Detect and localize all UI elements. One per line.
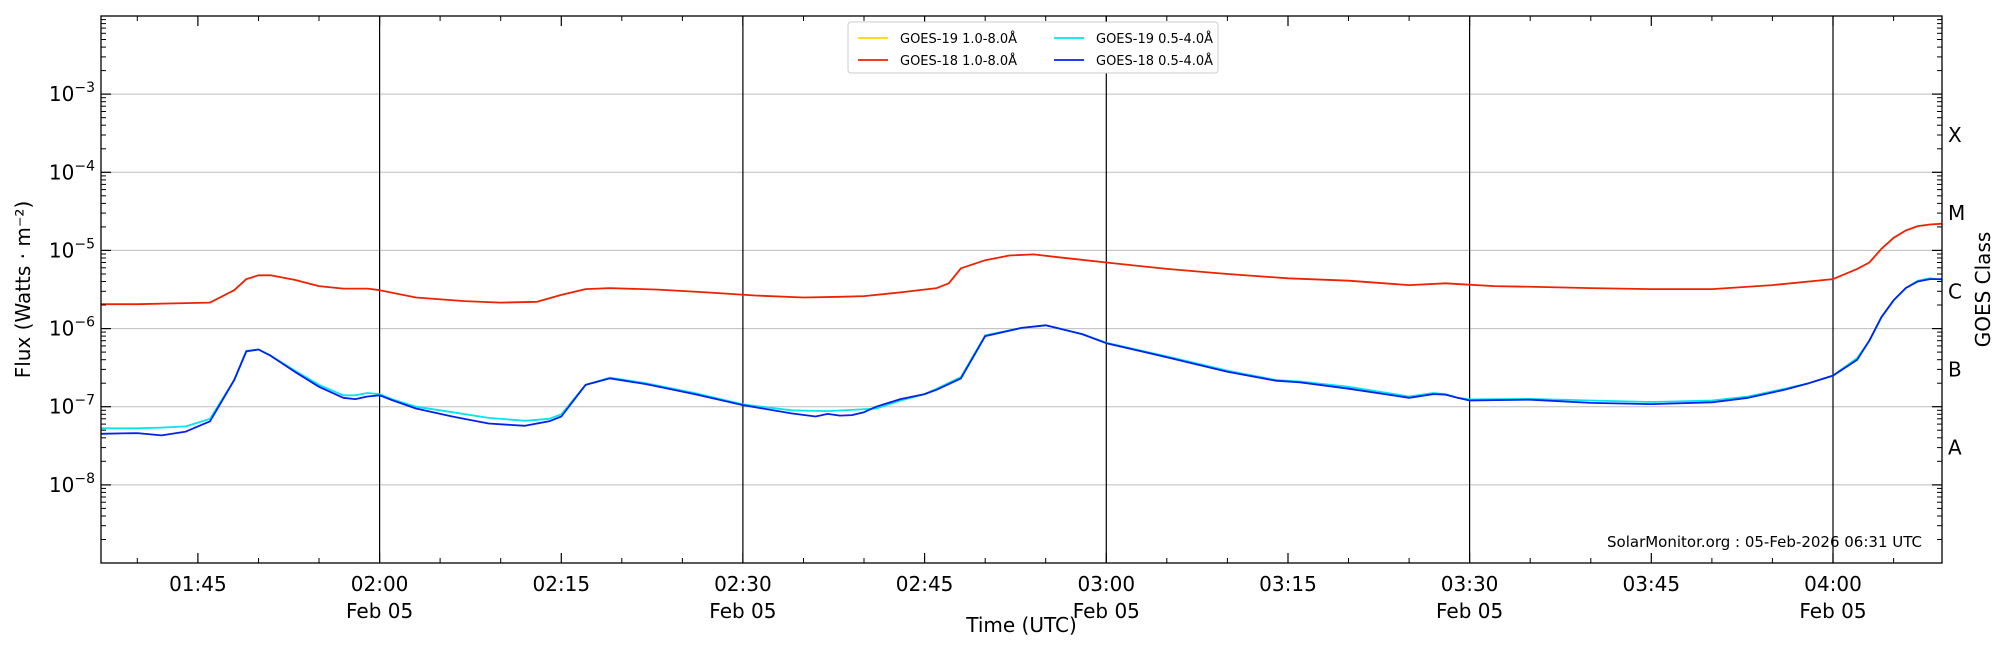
y-tick-label: 10−7: [49, 393, 95, 419]
legend-box: [847, 21, 1219, 74]
y-tick-labels: 10−8 10−7 10−6 10−5 10−4 10−3: [49, 80, 95, 497]
legend-label: GOES-18 0.5-4.0Å: [1096, 53, 1213, 69]
x-tick-date: Feb 05: [1799, 599, 1866, 623]
y-tick-label: 10−6: [49, 315, 95, 341]
series-line-3: [100, 278, 1942, 437]
x-tick-label: 02:00: [351, 572, 409, 596]
x-tick-label: 02:30: [714, 572, 772, 596]
x-tick-label: 04:00: [1804, 572, 1862, 596]
x-tick-labels: 01:45 02:00 Feb 05 02:15 02:30 Feb 05 02:45 03:…: [169, 572, 1867, 623]
x-tick-label: 03:15: [1259, 572, 1317, 596]
legend: GOES-19 1.0-8.0Å GOES-19 0.5-4.0Å GOES-18 …: [847, 21, 1219, 74]
x-axis-title: Time (UTC): [965, 613, 1077, 637]
legend-label: GOES-19 0.5-4.0Å: [1096, 31, 1213, 47]
x-tick-label: 01:45: [169, 572, 227, 596]
goes-class-label: A: [1948, 436, 1962, 460]
goes-class-labels: A B C M X: [1948, 123, 1965, 460]
legend-label: GOES-19 1.0-8.0Å: [900, 31, 1017, 47]
goes-class-label: X: [1948, 123, 1962, 147]
series-line-2: [101, 222, 1943, 306]
x-tick-date: Feb 05: [346, 599, 413, 623]
x-tick-label: 02:45: [896, 572, 954, 596]
x-tick-label: 03:00: [1077, 572, 1135, 596]
legend-label: GOES-18 1.0-8.0Å: [900, 53, 1017, 69]
y-tick-label: 10−4: [49, 158, 95, 184]
goes-class-axis-title: GOES Class: [1971, 232, 1995, 348]
x-tick-date: Feb 05: [1073, 599, 1140, 623]
x-tick-date: Feb 05: [1436, 599, 1503, 623]
plot-frame: [100, 15, 1943, 564]
x-tick-label: 03:30: [1441, 572, 1499, 596]
data-series: [100, 222, 1943, 437]
y-tick-label: 10−5: [49, 236, 95, 262]
goes-class-label: M: [1948, 201, 1965, 225]
watermark-text: SolarMonitor.org : 05-Feb-2026 06:31 UTC: [1607, 533, 1922, 551]
y-tick-label: 10−3: [49, 80, 95, 106]
y-axis-title: Flux (Watts · m⁻²): [11, 201, 35, 379]
goes-class-label: B: [1948, 357, 1962, 381]
x-tick-date: Feb 05: [709, 599, 776, 623]
goes-class-label: C: [1948, 279, 1962, 303]
x-tick-label: 03:45: [1622, 572, 1680, 596]
x-tick-label: 02:15: [532, 572, 590, 596]
y-tick-label: 10−8: [49, 471, 95, 497]
axis-ticks: [101, 16, 1942, 563]
